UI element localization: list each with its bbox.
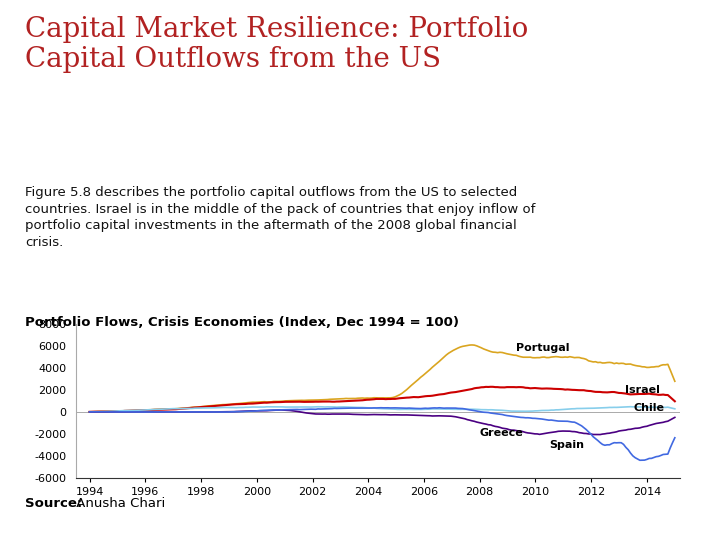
Text: Israel: Israel (625, 385, 660, 395)
Text: Portugal: Portugal (516, 343, 570, 353)
Text: Source:: Source: (25, 497, 83, 510)
Text: Anusha Chari: Anusha Chari (72, 497, 166, 510)
Text: Portfolio Flows, Crisis Economies (Index, Dec 1994 = 100): Portfolio Flows, Crisis Economies (Index… (25, 316, 459, 329)
Text: Spain: Spain (549, 440, 585, 450)
Text: Chile: Chile (633, 403, 664, 413)
Text: Capital Market Resilience: Portfolio
Capital Outflows from the US: Capital Market Resilience: Portfolio Cap… (25, 16, 528, 73)
Text: Figure 5.8 describes the portfolio capital outflows from the US to selected
coun: Figure 5.8 describes the portfolio capit… (25, 186, 536, 249)
Text: Greece: Greece (480, 428, 523, 438)
